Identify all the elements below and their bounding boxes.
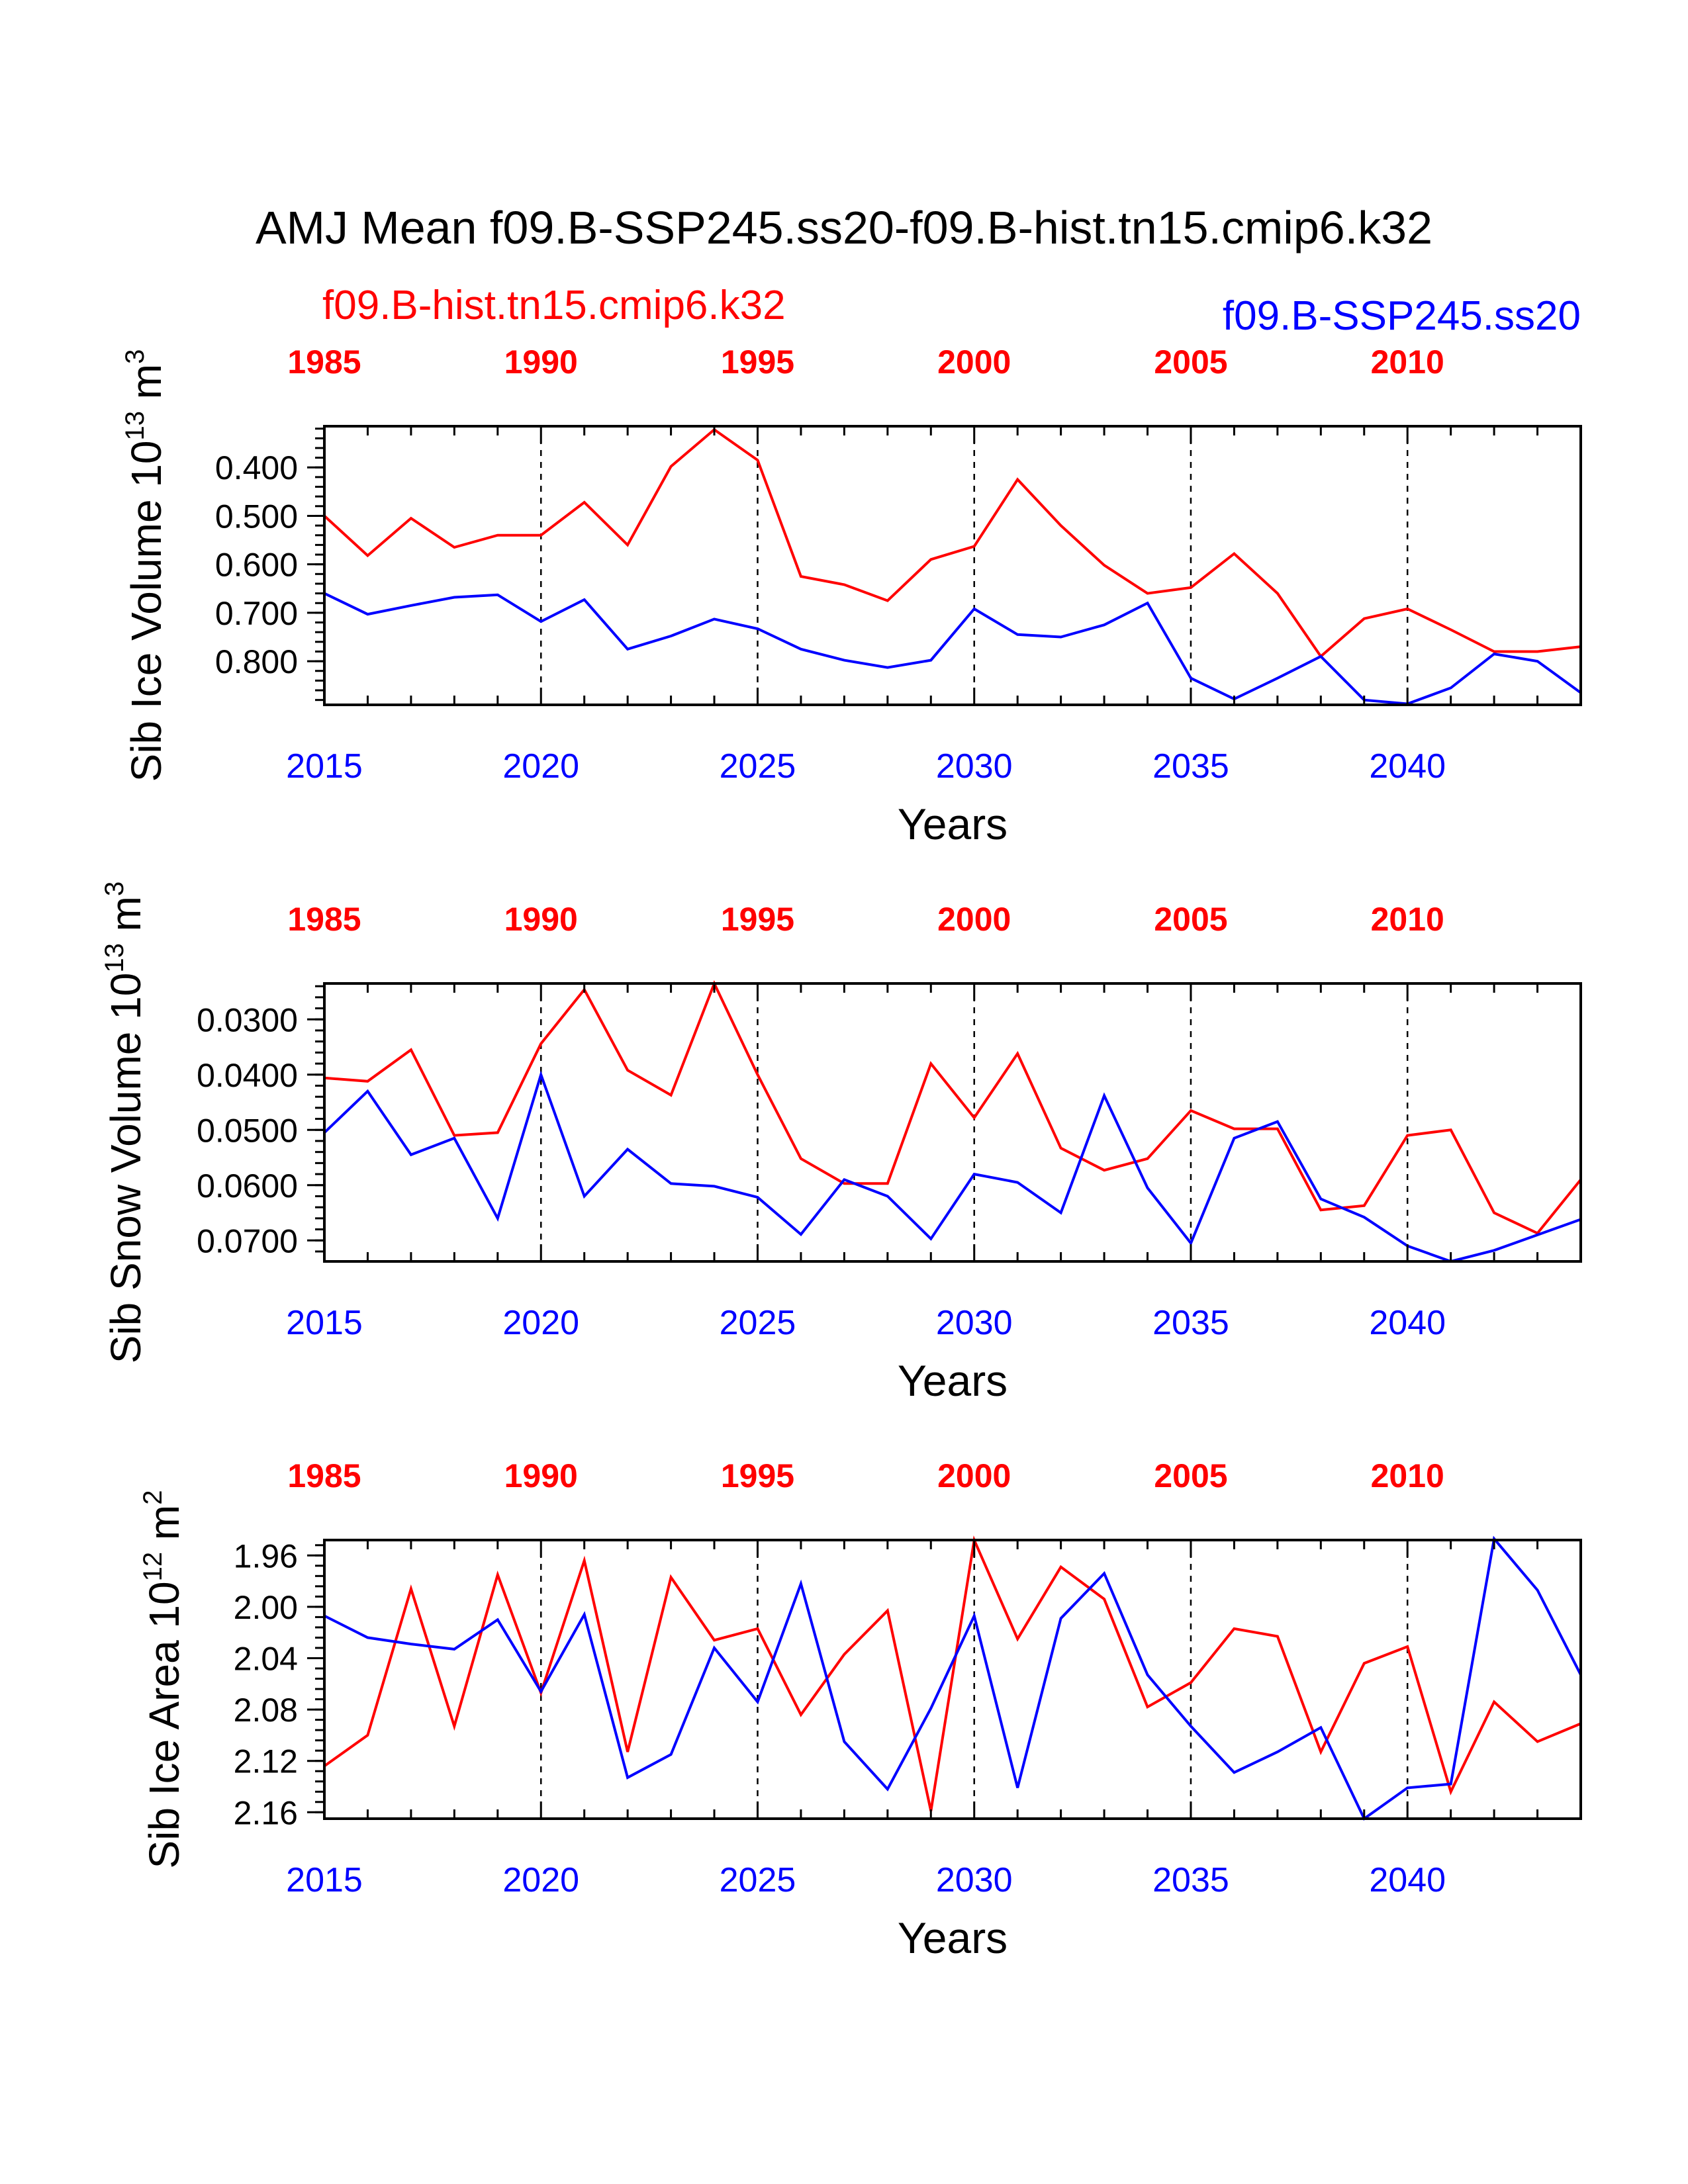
bottom-x-tick-label: 2030: [936, 1861, 1013, 1899]
top-x-tick-label: 2010: [1371, 1457, 1444, 1494]
y-tick-label: 0.0600: [197, 1167, 298, 1205]
y-axis-title: Sib Snow Volume 1013 m3: [100, 882, 150, 1363]
bottom-x-tick-label: 2025: [720, 1304, 796, 1342]
ssp-series-line: [324, 592, 1582, 705]
top-x-tick-label: 2000: [937, 901, 1011, 938]
hist-series-line: [324, 979, 1582, 1235]
y-axis-title-ylabel-unit-exp: 2: [138, 1490, 167, 1505]
y-axis-title-ylabel-main: Sib Ice Volume 10: [122, 440, 170, 782]
top-x-tick-label: 1995: [721, 1457, 794, 1494]
y-tick-label: 2.08: [234, 1692, 298, 1729]
y-tick-label: 0.700: [215, 595, 298, 632]
y-tick-label: 0.0500: [197, 1112, 298, 1149]
y-axis-title-ylabel-unit: m: [102, 896, 150, 943]
bottom-x-tick-label: 2035: [1152, 1304, 1229, 1342]
bottom-x-tick-label: 2015: [286, 1861, 363, 1899]
y-axis-title-ylabel-main: Sib Snow Volume 10: [102, 973, 150, 1364]
x-axis-title: Years: [898, 799, 1008, 848]
chart-panel-1: 2015 2020 2025 2030 2035 2040 1985 1990 1995 2000…: [120, 343, 1582, 848]
bottom-x-tick-label: 2020: [502, 1861, 579, 1899]
plot-frame: [323, 425, 1582, 706]
top-x-tick-label: 1985: [287, 1457, 361, 1494]
top-x-tick-label: 1985: [287, 901, 361, 938]
bottom-x-tick-label: 2020: [502, 1304, 579, 1342]
chart-panel-2: 2015 2020 2025 2030 2035 2040 1985 1990 1995 2000…: [100, 882, 1582, 1405]
top-x-tick-label: 2010: [1371, 901, 1444, 938]
legend-ssp-series-name: f09.B-SSP245.ss20: [1223, 293, 1581, 339]
bottom-x-tick-label: 2025: [720, 1861, 796, 1899]
top-x-tick-label: 1990: [504, 1457, 578, 1494]
bottom-x-tick-label: 2040: [1369, 1861, 1446, 1899]
hist-series-line: [323, 1535, 1581, 1811]
y-tick-label: 0.0700: [197, 1222, 298, 1259]
x-axis-title: Years: [898, 1356, 1008, 1405]
chart-panels: 2015 2020 2025 2030 2035 2040 1985 1990 1995 2000…: [100, 343, 1582, 1962]
ssp-series-line: [324, 1535, 1582, 1821]
y-axis-title: Sib Ice Area 1012 m2: [138, 1490, 188, 1869]
y-axis-title-ylabel-unit: m: [122, 364, 170, 411]
plot-frame: [323, 982, 1582, 1263]
top-x-tick-label: 2005: [1154, 1457, 1227, 1494]
top-x-tick-label: 2005: [1154, 901, 1227, 938]
bottom-x-tick-label: 2035: [1152, 747, 1229, 786]
top-x-tick-label: 2000: [937, 1457, 1011, 1494]
top-x-tick-label: 1990: [504, 343, 578, 381]
bottom-x-tick-label: 2035: [1152, 1861, 1229, 1899]
bottom-x-tick-label: 2025: [720, 747, 796, 786]
y-tick-label: 1.96: [234, 1537, 298, 1574]
chart-panel-3: 2015 2020 2025 2030 2035 2040 1985 1990 1995 2000…: [138, 1457, 1582, 1962]
y-axis-title-ylabel-exp: 13: [120, 411, 150, 441]
y-axis-title-ylabel-unit: m: [140, 1505, 188, 1552]
top-x-tick-label: 1995: [721, 901, 794, 938]
top-x-tick-label: 2010: [1371, 343, 1444, 381]
y-tick-label: 0.400: [215, 449, 298, 486]
bottom-x-tick-label: 2020: [502, 747, 579, 786]
y-axis-title-ylabel-unit-exp: 3: [100, 882, 129, 896]
y-axis-title-ylabel-exp: 13: [100, 943, 129, 973]
bottom-x-tick-label: 2040: [1369, 1304, 1446, 1342]
hist-series-line: [323, 428, 1581, 659]
legend-hist-series-name: f09.B-hist.tn15.cmip6.k32: [322, 283, 786, 328]
y-tick-label: 2.12: [234, 1743, 298, 1780]
top-x-tick-label: 2005: [1154, 343, 1227, 381]
y-tick-label: 0.600: [215, 547, 298, 584]
bottom-x-tick-label: 2030: [936, 747, 1013, 786]
y-tick-label: 0.0300: [197, 1001, 298, 1038]
y-tick-label: 0.800: [215, 643, 298, 680]
y-tick-label: 0.500: [215, 498, 298, 535]
top-x-tick-label: 1995: [721, 343, 794, 381]
bottom-x-tick-label: 2015: [286, 1304, 363, 1342]
y-axis-title-ylabel-main: Sib Ice Area 10: [140, 1581, 188, 1868]
y-tick-label: 2.04: [234, 1640, 298, 1677]
y-axis-title-ylabel-unit-exp: 3: [120, 349, 150, 364]
top-x-tick-label: 1990: [504, 901, 578, 938]
y-axis-title-ylabel-exp: 12: [138, 1552, 167, 1582]
top-x-tick-label: 2000: [937, 343, 1011, 381]
y-tick-label: 2.00: [234, 1589, 298, 1626]
y-axis-title: Sib Ice Volume 1013 m3: [120, 349, 170, 782]
y-tick-label: 0.0400: [197, 1057, 298, 1094]
bottom-x-tick-label: 2015: [286, 747, 363, 786]
bottom-x-tick-label: 2040: [1369, 747, 1446, 786]
x-axis-title: Years: [898, 1913, 1008, 1962]
y-tick-label: 2.16: [234, 1794, 298, 1831]
bottom-x-tick-label: 2030: [936, 1304, 1013, 1342]
chart-title: AMJ Mean f09.B-SSP245.ss20-f09.B-hist.tn…: [256, 202, 1432, 253]
ssp-series-line: [323, 1070, 1581, 1263]
top-x-tick-label: 1985: [287, 343, 361, 381]
